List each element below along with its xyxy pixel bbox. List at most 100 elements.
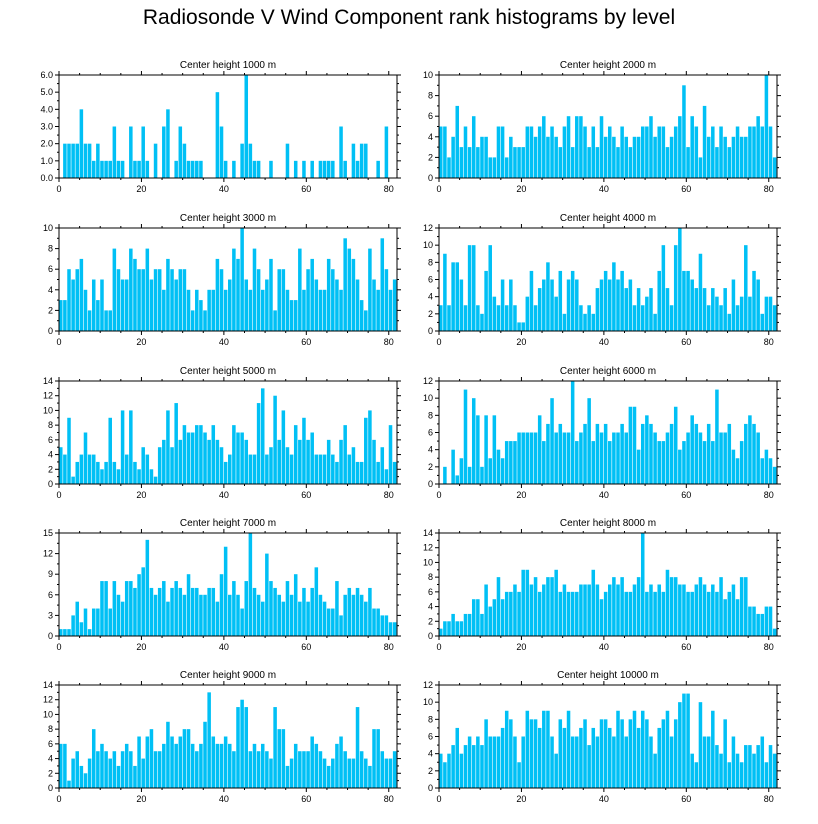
- bar: [67, 629, 71, 636]
- bar: [636, 727, 641, 788]
- y-tick-label: 6: [428, 111, 433, 121]
- y-tick-label: 12: [423, 543, 433, 553]
- bar: [79, 109, 84, 178]
- bar: [100, 279, 104, 331]
- bar: [640, 423, 645, 484]
- bar: [368, 248, 372, 331]
- bar: [314, 454, 319, 484]
- bar: [293, 574, 298, 636]
- bar: [355, 160, 360, 178]
- bar: [459, 753, 464, 788]
- bar: [533, 136, 538, 178]
- bar: [739, 762, 744, 788]
- bar: [570, 591, 575, 636]
- bar: [492, 599, 497, 636]
- bar: [533, 305, 538, 331]
- bar: [199, 743, 203, 788]
- bar: [71, 143, 75, 178]
- bar: [496, 736, 501, 788]
- bar: [496, 126, 501, 178]
- bar: [96, 300, 100, 331]
- y-tick-label: 6: [428, 275, 433, 285]
- bar: [116, 765, 121, 788]
- bar: [269, 160, 273, 178]
- bar: [244, 75, 249, 178]
- bar: [702, 584, 707, 636]
- bar: [310, 736, 314, 788]
- bar: [715, 745, 719, 788]
- bar: [467, 147, 472, 178]
- bar: [451, 136, 455, 178]
- x-tick-label: 40: [219, 794, 229, 804]
- bar: [364, 601, 368, 636]
- bar: [731, 584, 736, 636]
- bar: [293, 743, 298, 788]
- bar: [178, 126, 183, 178]
- bar: [170, 736, 174, 788]
- bar: [476, 415, 480, 484]
- bar: [591, 441, 596, 484]
- bar: [723, 599, 727, 636]
- bar: [443, 621, 447, 636]
- bar: [178, 736, 183, 788]
- y-tick-label: 2: [428, 766, 433, 776]
- bar: [120, 279, 125, 331]
- bar: [521, 322, 525, 331]
- bar: [223, 160, 228, 178]
- bar: [314, 743, 319, 788]
- bar: [228, 454, 232, 484]
- panel-8: Center height 9000 m 0 2 4 6 8 10 12 14 0 20 40 60 80: [43, 670, 401, 804]
- x-tick-label: 20: [136, 642, 146, 652]
- bar: [120, 410, 125, 484]
- bar: [116, 469, 121, 484]
- bar: [120, 751, 125, 788]
- panel-3: Center height 4000 m 0 2 4 6 8 10 12 0 20 40 60 80: [423, 213, 781, 347]
- bar: [632, 136, 637, 178]
- y-tick-label: 3.0: [40, 122, 53, 132]
- bar: [583, 423, 587, 484]
- bar: [232, 751, 236, 788]
- bar: [166, 721, 170, 788]
- bar: [232, 425, 236, 484]
- bar: [682, 270, 686, 331]
- main-title: Radiosonde V Wind Component rank histogr…: [142, 6, 676, 29]
- bar: [509, 591, 513, 636]
- bar: [376, 608, 380, 636]
- bar: [79, 454, 84, 484]
- bar: [355, 461, 360, 484]
- bar: [451, 745, 455, 788]
- bar: [195, 160, 199, 178]
- bar: [599, 432, 604, 484]
- bar: [760, 458, 765, 484]
- bar: [620, 719, 624, 788]
- bar: [182, 729, 187, 788]
- bar: [752, 270, 756, 331]
- bar: [467, 245, 472, 331]
- y-tick-label: 10: [43, 405, 53, 415]
- bar: [439, 126, 443, 178]
- bar: [145, 736, 150, 788]
- bar: [480, 136, 484, 178]
- bar: [661, 719, 666, 788]
- bar: [59, 629, 63, 636]
- bar: [75, 269, 80, 331]
- bar: [186, 160, 191, 178]
- bar: [661, 591, 666, 636]
- bar: [575, 736, 579, 788]
- bar: [298, 248, 302, 331]
- bar: [157, 447, 162, 484]
- bar: [178, 439, 183, 484]
- bar: [265, 279, 269, 331]
- bar: [112, 751, 117, 788]
- x-tick-label: 40: [599, 337, 609, 347]
- bar: [739, 136, 744, 178]
- bar: [273, 310, 277, 331]
- y-tick-label: 2: [428, 309, 433, 319]
- bar: [289, 594, 294, 636]
- bar: [756, 745, 760, 788]
- bar: [174, 743, 178, 788]
- bar: [455, 105, 460, 178]
- bar: [355, 279, 360, 331]
- y-tick-label: 8: [428, 91, 433, 101]
- bar: [636, 577, 641, 636]
